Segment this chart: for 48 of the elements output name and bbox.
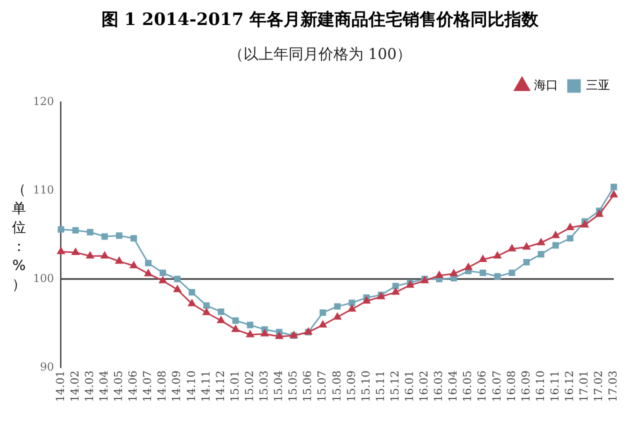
x-tick-label: 15.01 <box>228 370 242 402</box>
x-tick-label: 16.12 <box>563 370 576 402</box>
x-tick-label: 14.05 <box>112 370 126 402</box>
x-tick-label: 16.05 <box>461 370 474 402</box>
x-tick-label: 15.10 <box>359 370 372 402</box>
x-tick-label: 15.04 <box>272 370 286 402</box>
chart-subtitle: （以上年同月价格为 100） <box>227 45 413 64</box>
x-tick-label: 14.06 <box>126 370 140 402</box>
x-tick-label: 16.04 <box>446 370 460 402</box>
x-tick-label: 14.02 <box>68 370 82 402</box>
x-tick-label: 14.09 <box>170 370 184 402</box>
x-tick-label: 16.07 <box>490 370 504 402</box>
x-tick-label: 14.01 <box>54 370 67 402</box>
x-tick-label: 17.03 <box>606 370 620 402</box>
y-tick-label: 110 <box>32 183 54 196</box>
x-tick-label: 16.11 <box>548 370 562 402</box>
x-tick-label: 16.08 <box>504 370 518 402</box>
y-tick-label: 100 <box>32 272 54 285</box>
x-tick-label: 15.11 <box>374 370 387 402</box>
x-tick-label: 15.07 <box>316 370 329 402</box>
x-tick-label: 15.09 <box>344 370 358 402</box>
y-axis-title: （单位：%） <box>11 180 27 294</box>
x-tick-label: 15.02 <box>242 370 256 402</box>
y-tick-label: 90 <box>40 360 54 374</box>
x-tick-label: 14.07 <box>141 370 154 402</box>
x-tick-label: 15.12 <box>388 370 402 402</box>
x-tick-label: 17.01 <box>578 370 591 402</box>
x-tick-label: 14.08 <box>156 370 169 402</box>
x-tick-label: 15.05 <box>286 370 300 402</box>
x-tick-label: 16.02 <box>418 370 431 402</box>
y-tick-label: 120 <box>32 94 54 108</box>
x-tick-label: 14.03 <box>82 370 96 402</box>
x-tick-label: 14.04 <box>97 370 110 402</box>
x-tick-label: 16.03 <box>432 370 446 402</box>
x-tick-label: 14.12 <box>214 370 227 402</box>
x-tick-label: 15.03 <box>258 370 271 402</box>
x-tick-label: 15.06 <box>301 370 314 402</box>
x-tick-label: 14.11 <box>199 370 212 402</box>
x-tick-label: 17.02 <box>592 370 606 402</box>
legend-label: 三亚 <box>586 78 610 92</box>
x-tick-label: 16.10 <box>534 370 547 402</box>
x-tick-label: 16.09 <box>519 370 532 402</box>
x-tick-label: 15.08 <box>330 370 344 402</box>
x-tick-label: 16.01 <box>402 370 416 402</box>
chart-title: 图 1 2014-2017 年各月新建商品住宅销售价格同比指数 <box>100 9 540 31</box>
x-tick-label: 16.06 <box>476 370 489 402</box>
x-tick-label: 14.10 <box>184 370 198 402</box>
legend-label: 海口 <box>534 78 558 92</box>
